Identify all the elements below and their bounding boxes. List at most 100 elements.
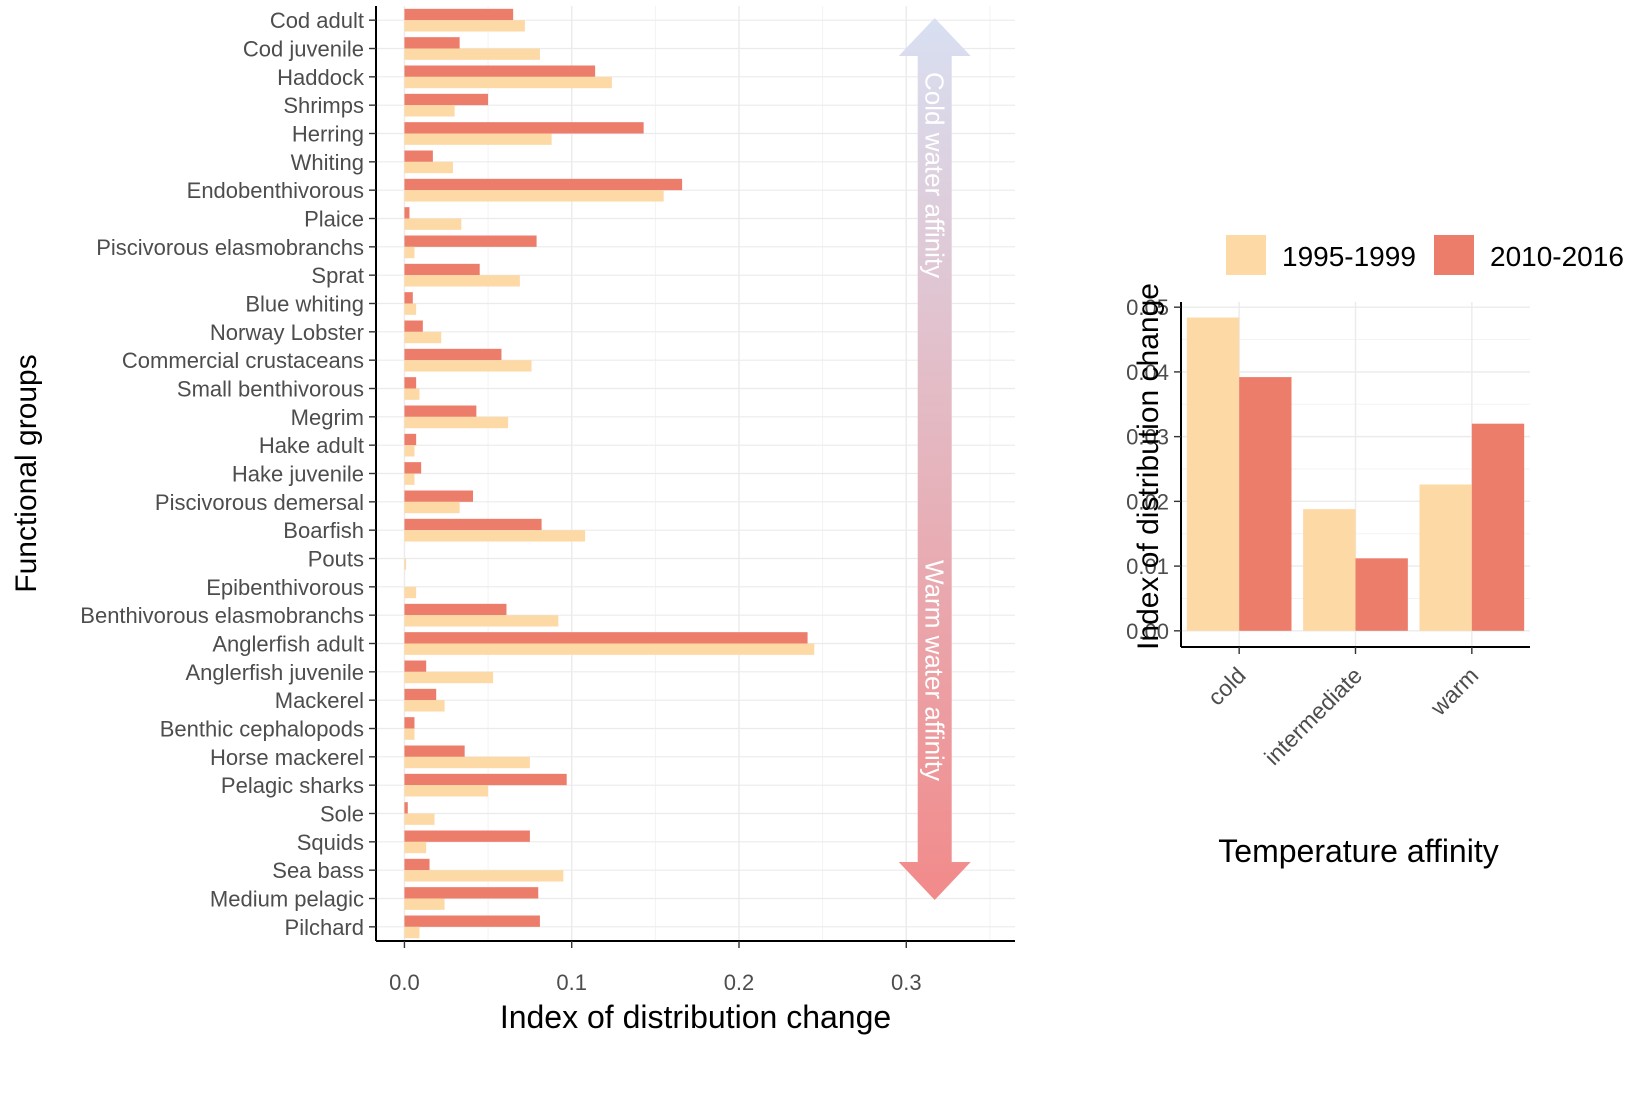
bar-2010-2016-hake-adult (404, 433, 417, 446)
side-y-tick-label: 0.00 (1126, 619, 1169, 644)
side-y-tick-label: 0.01 (1126, 554, 1169, 579)
bar-2010-2016-hake-juvenile (404, 462, 422, 474)
bar-2010-2016-horse-mackerel (404, 745, 465, 757)
legend: 1995-1999 2010-2016 (1226, 235, 1624, 275)
x-tick-label: 0.3 (891, 970, 922, 995)
bar-2010-2016-blue-whiting (404, 292, 413, 304)
bar-1995-1999-sprat (404, 275, 520, 287)
side-category-label-warm: warm (1425, 662, 1484, 721)
main-y-axis-title: Functional groups (10, 354, 43, 592)
bar-1995-1999-horse-mackerel (404, 756, 530, 769)
bar-2010-2016-sprat (404, 263, 480, 276)
x-tick-label: 0.1 (556, 970, 587, 995)
bar-2010-2016-whiting (404, 150, 433, 162)
main-chart: Cold water affinity Warm water affinity … (10, 6, 1015, 1035)
category-label-piscivorous-demersal: Piscivorous demersal (155, 490, 364, 515)
bar-1995-1999-sole (404, 813, 435, 825)
category-label-whiting: Whiting (291, 150, 364, 175)
category-label-mackerel: Mackerel (275, 688, 364, 713)
bar-2010-2016-anglerfish-juvenile (404, 660, 427, 672)
bar-1995-1999-anglerfish-juvenile (404, 671, 494, 684)
side-bar-1995-1999-cold (1186, 317, 1240, 631)
category-label-pilchard: Pilchard (285, 915, 364, 940)
bar-1995-1999-sea-bass (404, 870, 564, 882)
bar-2010-2016-boarfish (404, 518, 542, 531)
side-y-axis-title: Index of distribution change (1132, 283, 1165, 650)
bar-1995-1999-epibenthivorous (404, 586, 417, 599)
bar-1995-1999-whiting (404, 161, 453, 174)
bar-1995-1999-hake-adult (404, 445, 415, 457)
side-category-label-cold: cold (1202, 662, 1250, 710)
bar-2010-2016-commercial-crustaceans (404, 348, 502, 361)
bar-1995-1999-boarfish (404, 530, 586, 542)
bar-2010-2016-small-benthivorous (404, 377, 417, 389)
legend-swatch-2010-2016 (1434, 235, 1474, 275)
x-tick-label: 0.2 (724, 970, 755, 995)
bar-2010-2016-endobenthivorous (404, 178, 683, 191)
category-label-squids: Squids (297, 830, 364, 855)
bar-2010-2016-herring (404, 122, 644, 134)
bar-2010-2016-benthivorous-elasmobranchs (404, 603, 507, 616)
side-x-axis-title: Temperature affinity (1218, 833, 1498, 869)
bar-2010-2016-squids (404, 830, 530, 842)
bar-2010-2016-sea-bass (404, 858, 430, 871)
side-axes (1174, 302, 1530, 654)
bar-1995-1999-medium-pelagic (404, 898, 445, 910)
bar-1995-1999-mackerel (404, 700, 445, 712)
bar-2010-2016-pelagic-sharks (404, 773, 567, 786)
side-bar-1995-1999-intermediate (1303, 509, 1356, 631)
bar-1995-1999-cod-juvenile (404, 48, 540, 60)
side-category-label-intermediate: intermediate (1259, 662, 1367, 770)
side-y-tick-labels: 0.00 0.01 0.02 0.03 0.04 0.05 (1126, 295, 1169, 644)
bar-2010-2016-shrimps (404, 93, 489, 106)
bar-1995-1999-shrimps (404, 105, 455, 117)
bar-2010-2016-anglerfish-adult (404, 632, 808, 644)
side-y-tick-label: 0.03 (1126, 425, 1169, 450)
category-label-herring: Herring (292, 122, 364, 147)
affinity-arrow-shape (898, 18, 971, 900)
arrow-label-warm: Warm water affinity (920, 560, 950, 781)
bar-2010-2016-plaice (404, 207, 410, 219)
bar-1995-1999-pouts (404, 558, 407, 570)
category-label-anglerfish-adult: Anglerfish adult (212, 632, 364, 657)
category-label-benthic-cephalopods: Benthic cephalopods (160, 717, 364, 742)
category-label-cod-juvenile: Cod juvenile (243, 37, 364, 62)
arrow-label-cold: Cold water affinity (920, 72, 950, 278)
temperature-affinity-chart: 1995-1999 2010-2016 0.00 0.01 0.02 0.03 0.04… (1126, 235, 1624, 869)
bar-1995-1999-haddock (404, 76, 612, 89)
category-label-sole: Sole (320, 802, 364, 827)
bar-2010-2016-megrim (404, 405, 477, 417)
bar-1995-1999-benthic-cephalopods (404, 728, 415, 740)
bar-2010-2016-piscivorous-demersal (404, 490, 474, 502)
bar-2010-2016-piscivorous-elasmobranchs (404, 235, 537, 247)
category-label-endobenthivorous: Endobenthivorous (187, 178, 364, 203)
bar-1995-1999-squids (404, 841, 427, 854)
category-label-sea-bass: Sea bass (272, 858, 364, 883)
category-label-hake-juvenile: Hake juvenile (232, 462, 364, 487)
side-bar-2010-2016-intermediate (1355, 558, 1408, 631)
bar-1995-1999-megrim (404, 416, 509, 429)
bar-1995-1999-pelagic-sharks (404, 785, 489, 797)
category-label-anglerfish-juvenile: Anglerfish juvenile (185, 660, 364, 685)
bar-1995-1999-piscivorous-demersal (404, 501, 460, 514)
category-label-hake-adult: Hake adult (259, 433, 364, 458)
bar-1995-1999-cod-adult (404, 20, 525, 32)
bar-1995-1999-plaice (404, 218, 462, 230)
main-category-labels: Cod adult Cod juvenile Haddock Shrimps Herri… (80, 8, 365, 940)
category-label-plaice: Plaice (304, 207, 364, 232)
category-label-cod-adult: Cod adult (270, 8, 364, 33)
category-label-shrimps: Shrimps (283, 93, 364, 118)
bar-1995-1999-herring (404, 133, 552, 145)
bar-2010-2016-sole (404, 802, 408, 814)
bar-2010-2016-cod-juvenile (404, 37, 460, 49)
side-bar-2010-2016-cold (1239, 377, 1292, 631)
side-y-tick-label: 0.05 (1126, 295, 1169, 320)
bar-1995-1999-commercial-crustaceans (404, 360, 532, 372)
category-label-epibenthivorous: Epibenthivorous (206, 575, 364, 600)
bar-2010-2016-norway-lobster (404, 320, 423, 332)
bar-1995-1999-pilchard (404, 926, 420, 939)
main-bars (404, 8, 815, 939)
side-y-tick-label: 0.02 (1126, 489, 1169, 514)
bar-1995-1999-piscivorous-elasmobranchs (404, 246, 415, 259)
